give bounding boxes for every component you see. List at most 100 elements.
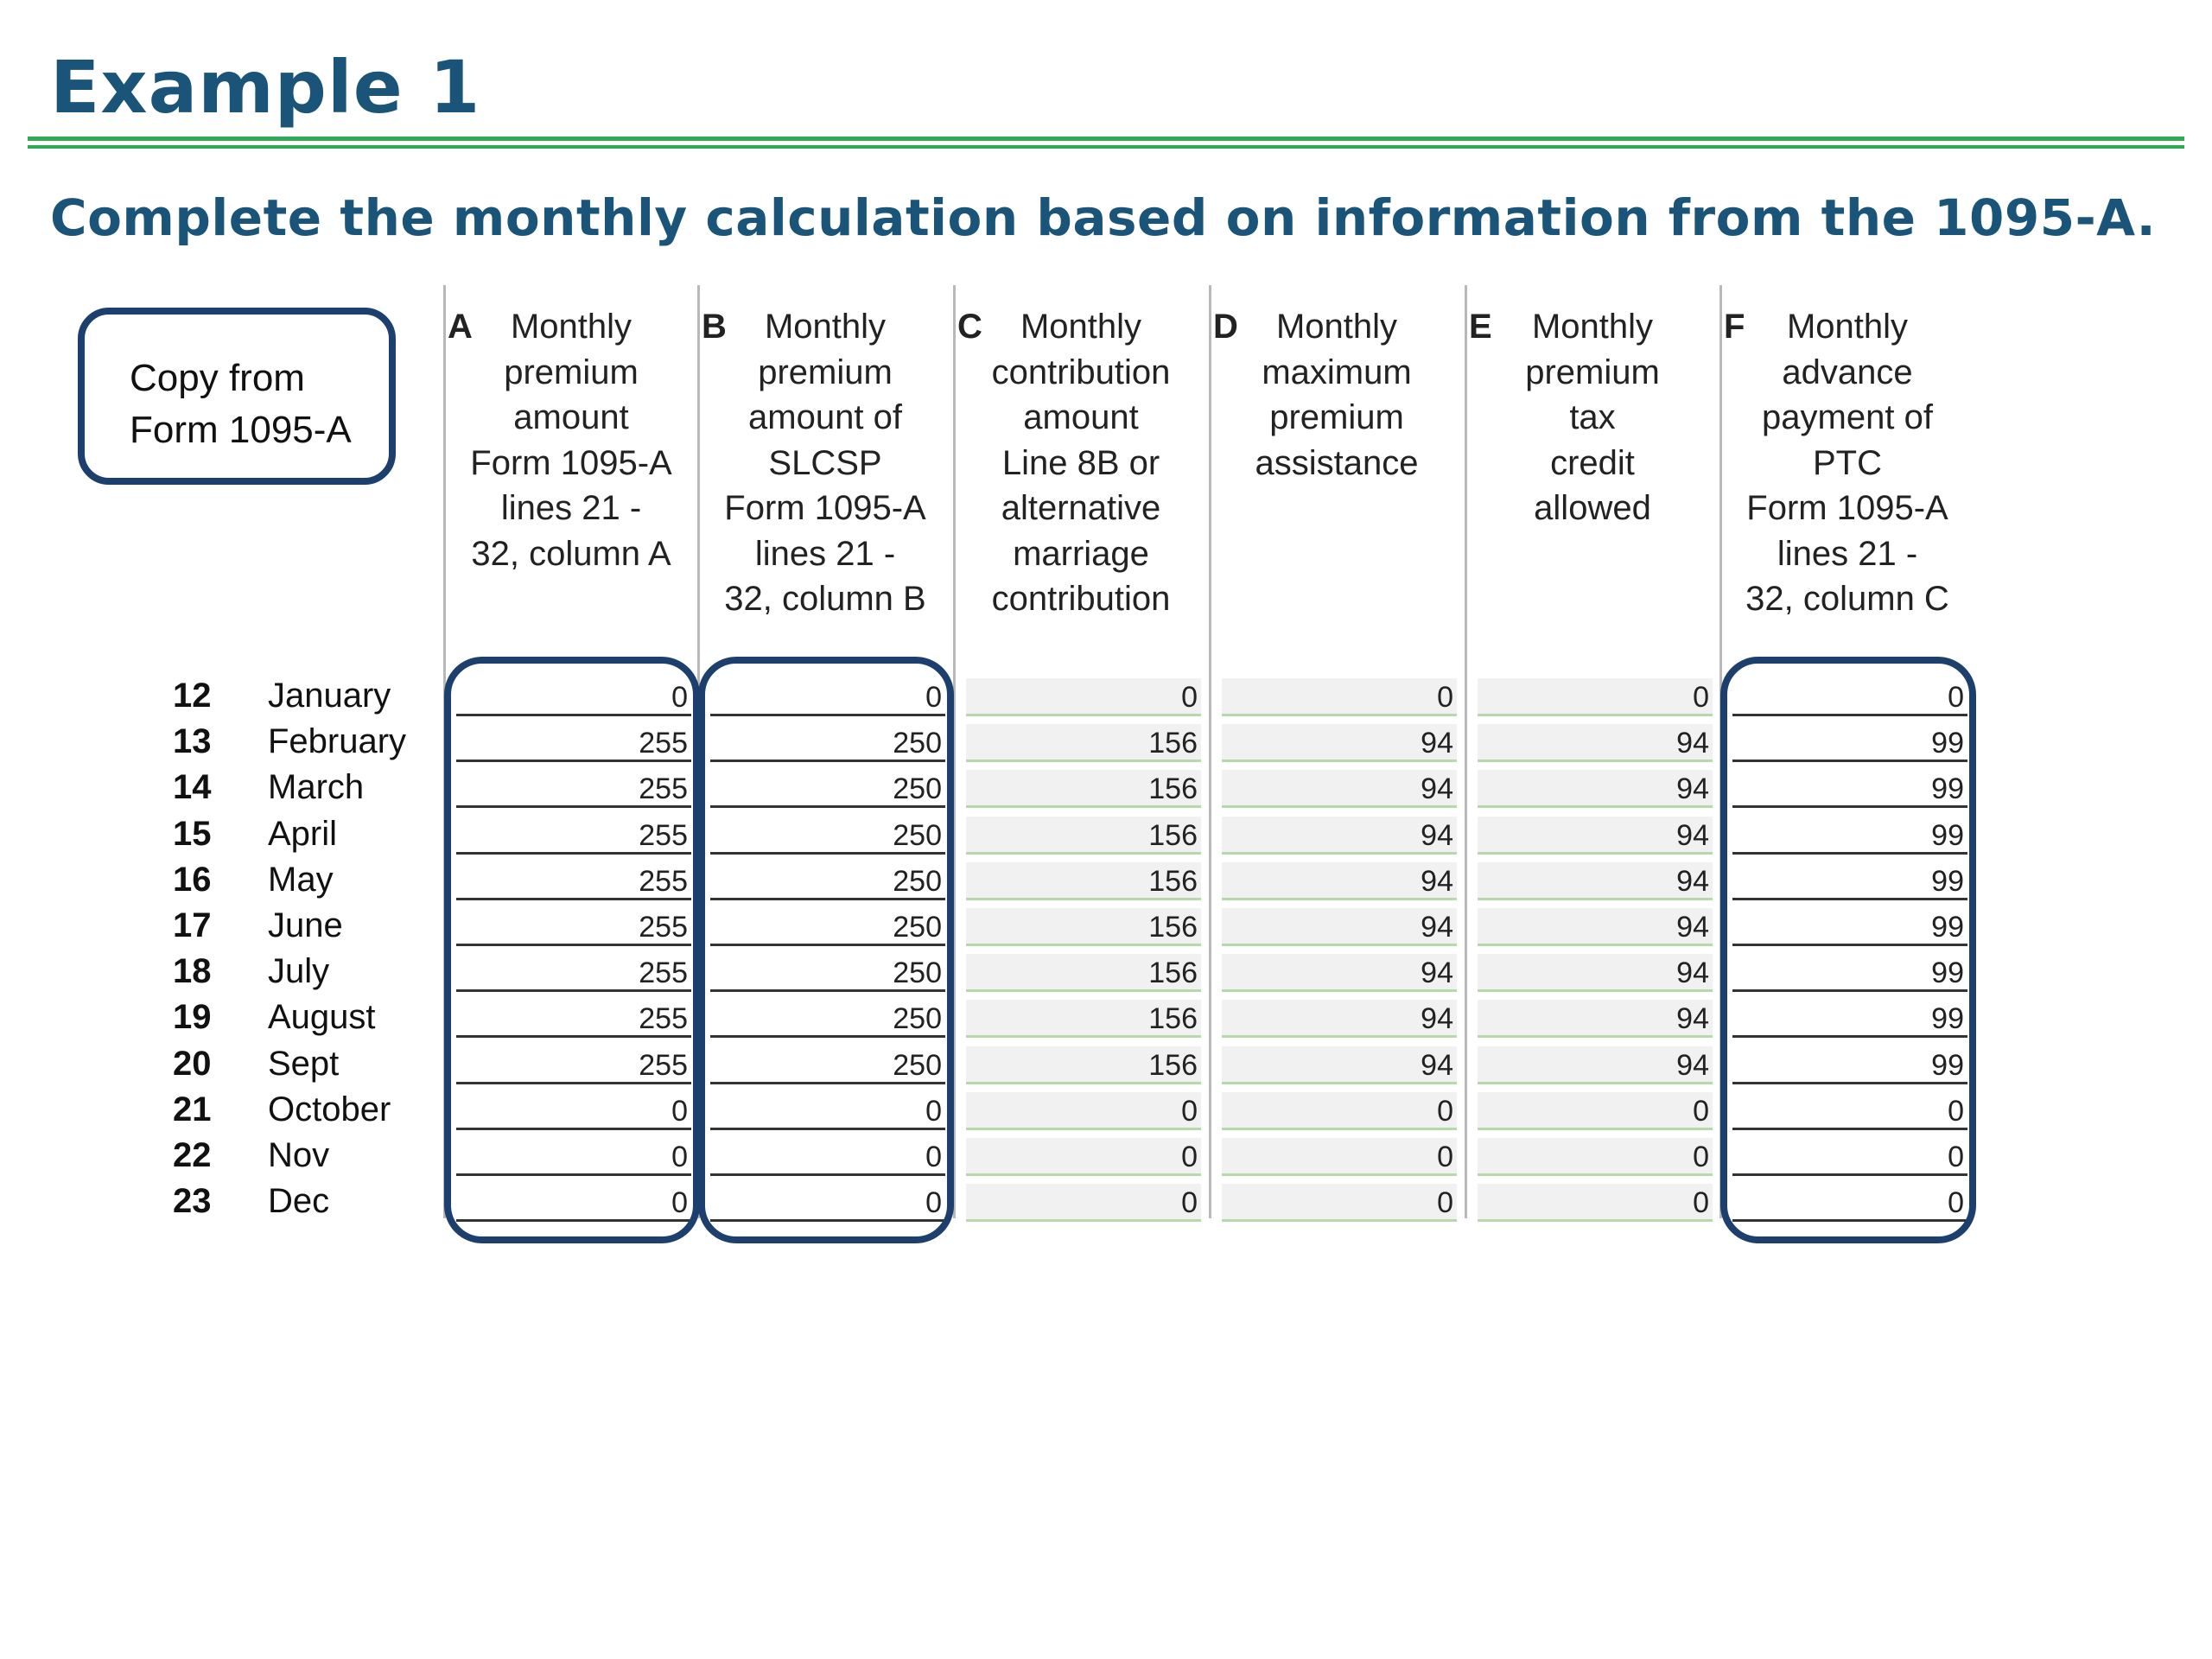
value-cell-a[interactable]: 255 xyxy=(456,1046,691,1084)
value-cell-c[interactable]: 0 xyxy=(966,1138,1201,1176)
value-cell-c[interactable]: 156 xyxy=(966,724,1201,763)
line-number: 18 xyxy=(173,952,212,991)
value-cell-a[interactable]: 255 xyxy=(456,724,691,763)
line-number: 13 xyxy=(173,722,212,761)
value-cell-e[interactable]: 94 xyxy=(1478,1000,1713,1039)
value-cell-d[interactable]: 0 xyxy=(1222,1138,1457,1176)
value-cell-e[interactable]: 94 xyxy=(1478,908,1713,946)
value-cell-e[interactable]: 94 xyxy=(1478,1046,1713,1084)
value-cell-e[interactable]: 0 xyxy=(1478,1184,1713,1223)
value-cell-b[interactable]: 250 xyxy=(710,1046,945,1084)
value-cell-a[interactable]: 255 xyxy=(456,862,691,900)
value-cell-c[interactable]: 156 xyxy=(966,908,1201,946)
column-letter: D xyxy=(1213,308,1238,346)
divider-line xyxy=(28,145,2184,149)
value-cell-e[interactable]: 94 xyxy=(1478,816,1713,855)
column-header-text: Monthly contribution amount Line 8B or a… xyxy=(991,308,1171,618)
value-cell-f[interactable]: 99 xyxy=(1732,770,1967,809)
value-cell-b[interactable]: 0 xyxy=(710,1092,945,1130)
value-cell-f[interactable]: 99 xyxy=(1732,1000,1967,1039)
value-cell-b[interactable]: 250 xyxy=(710,1000,945,1039)
column-letter: F xyxy=(1724,308,1745,346)
column-header-e: E Monthly premium tax credit allowed xyxy=(1467,304,1718,531)
value-cell-d[interactable]: 0 xyxy=(1222,678,1457,716)
value-cell-a[interactable]: 255 xyxy=(456,954,691,993)
line-number: 22 xyxy=(173,1136,212,1174)
value-cell-e[interactable]: 94 xyxy=(1478,954,1713,993)
column-header-b: B Monthly premium amount of SLCSP Form 10… xyxy=(700,304,950,622)
month-label: October xyxy=(268,1090,391,1128)
value-cell-e[interactable]: 0 xyxy=(1478,1091,1713,1130)
value-cell-b[interactable]: 0 xyxy=(710,1138,945,1176)
value-cell-d[interactable]: 94 xyxy=(1222,954,1457,993)
value-cell-c[interactable]: 0 xyxy=(966,1091,1201,1130)
value-cell-a[interactable]: 0 xyxy=(456,1138,691,1176)
value-cell-c[interactable]: 156 xyxy=(966,1046,1201,1084)
value-cell-b[interactable]: 250 xyxy=(710,954,945,993)
value-cell-d[interactable]: 0 xyxy=(1222,1184,1457,1223)
value-cell-d[interactable]: 0 xyxy=(1222,1091,1457,1130)
line-number: 23 xyxy=(173,1182,212,1221)
column-letter: C xyxy=(957,308,982,346)
divider-line xyxy=(28,137,2184,141)
value-cell-f[interactable]: 99 xyxy=(1732,954,1967,993)
line-number: 15 xyxy=(173,814,212,853)
value-cell-d[interactable]: 94 xyxy=(1222,816,1457,855)
callout-line-2: Form 1095-A xyxy=(130,409,352,451)
column-letter: E xyxy=(1469,308,1492,346)
line-number: 16 xyxy=(173,860,212,899)
value-cell-e[interactable]: 0 xyxy=(1478,678,1713,716)
value-cell-f[interactable]: 99 xyxy=(1732,817,1967,855)
value-cell-f[interactable]: 99 xyxy=(1732,724,1967,763)
value-cell-d[interactable]: 94 xyxy=(1222,908,1457,946)
line-number: 14 xyxy=(173,768,212,807)
value-cell-f[interactable]: 99 xyxy=(1732,908,1967,946)
value-cell-a[interactable]: 255 xyxy=(456,1000,691,1039)
value-cell-d[interactable]: 94 xyxy=(1222,724,1457,763)
value-cell-d[interactable]: 94 xyxy=(1222,1000,1457,1039)
value-cell-c[interactable]: 156 xyxy=(966,770,1201,809)
value-cell-a[interactable]: 255 xyxy=(456,770,691,809)
month-label: January xyxy=(268,677,391,715)
column-divider xyxy=(1465,285,1467,1218)
page-subtitle: Complete the monthly calculation based o… xyxy=(50,188,2157,247)
value-cell-b[interactable]: 250 xyxy=(710,817,945,855)
value-cell-a[interactable]: 0 xyxy=(456,1092,691,1130)
value-cell-c[interactable]: 0 xyxy=(966,678,1201,716)
column-divider xyxy=(1209,285,1211,1218)
column-header-text: Monthly premium amount of SLCSP Form 109… xyxy=(724,308,926,618)
column-letter: B xyxy=(702,308,727,346)
value-cell-a[interactable]: 255 xyxy=(456,908,691,946)
value-cell-c[interactable]: 156 xyxy=(966,954,1201,993)
column-letter: A xyxy=(448,308,473,346)
line-number: 20 xyxy=(173,1044,212,1083)
value-cell-e[interactable]: 0 xyxy=(1478,1138,1713,1176)
month-label: February xyxy=(268,722,407,761)
value-cell-b[interactable]: 250 xyxy=(710,862,945,900)
value-cell-b[interactable]: 250 xyxy=(710,770,945,809)
value-cell-e[interactable]: 94 xyxy=(1478,861,1713,900)
column-f-highlight xyxy=(1720,657,1976,1244)
value-cell-c[interactable]: 156 xyxy=(966,816,1201,855)
page-title: Example 1 xyxy=(50,45,481,130)
value-cell-c[interactable]: 0 xyxy=(966,1184,1201,1223)
value-cell-e[interactable]: 94 xyxy=(1478,724,1713,763)
value-cell-f[interactable]: 0 xyxy=(1732,1138,1967,1176)
line-number: 12 xyxy=(173,677,212,715)
value-cell-b[interactable]: 250 xyxy=(710,724,945,763)
value-cell-f[interactable]: 0 xyxy=(1732,1092,1967,1130)
value-cell-b[interactable]: 250 xyxy=(710,908,945,946)
column-b-highlight xyxy=(698,657,954,1244)
value-cell-c[interactable]: 156 xyxy=(966,861,1201,900)
value-cell-d[interactable]: 94 xyxy=(1222,1046,1457,1084)
value-cell-f[interactable]: 99 xyxy=(1732,1046,1967,1084)
column-header-d: D Monthly maximum premium assistance xyxy=(1211,304,1462,486)
value-cell-d[interactable]: 94 xyxy=(1222,770,1457,809)
value-cell-f[interactable]: 99 xyxy=(1732,862,1967,900)
value-cell-e[interactable]: 94 xyxy=(1478,770,1713,809)
value-cell-c[interactable]: 156 xyxy=(966,1000,1201,1039)
month-label: May xyxy=(268,860,334,899)
value-cell-d[interactable]: 94 xyxy=(1222,861,1457,900)
value-cell-a[interactable]: 255 xyxy=(456,817,691,855)
column-divider xyxy=(953,285,956,1218)
